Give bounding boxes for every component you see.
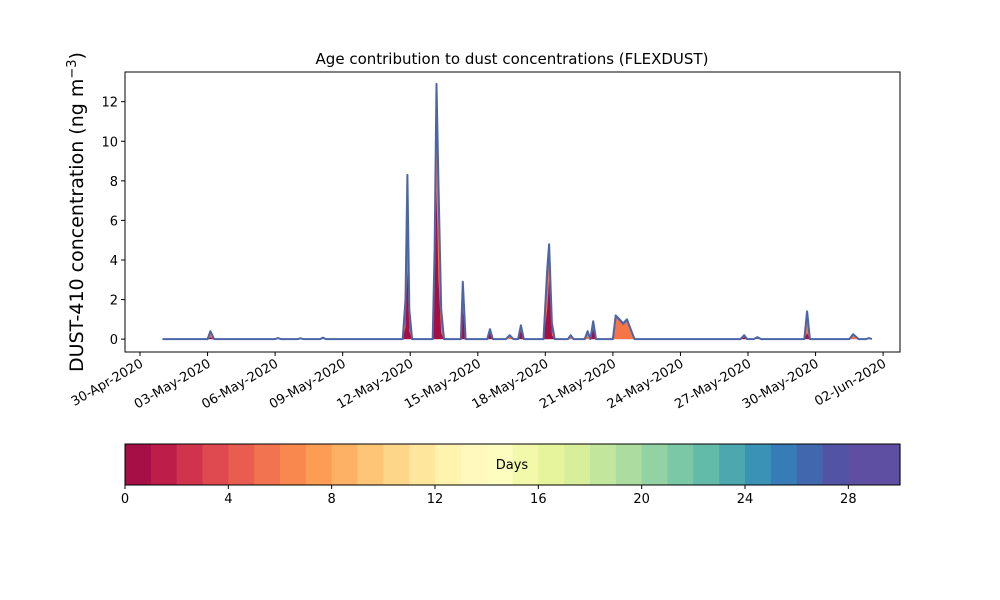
colorbar-label: Days bbox=[496, 458, 529, 473]
colorbar-segment-23 bbox=[719, 444, 746, 485]
colorbar-segment-24 bbox=[745, 444, 772, 485]
y-tick-label-1: 2 bbox=[110, 294, 118, 309]
colorbar-tick-label-0: 0 bbox=[121, 492, 129, 507]
colorbar-segment-9 bbox=[357, 444, 384, 485]
y-tick-label-3: 6 bbox=[110, 214, 118, 229]
colorbar-segment-1 bbox=[150, 444, 178, 485]
colorbar-frame bbox=[124, 443, 901, 486]
area-series-2 bbox=[162, 83, 872, 340]
colorbar-segment-4 bbox=[228, 444, 255, 485]
y-tick-label-2: 4 bbox=[110, 254, 118, 269]
y-axis-label: DUST-410 concentration (ng m−3) bbox=[65, 52, 89, 372]
colorbar-tick-label-4: 16 bbox=[530, 492, 547, 507]
chart-title: Age contribution to dust concentrations … bbox=[316, 50, 709, 68]
x-axis: 30-Apr-202003-May-202006-May-202009-May-… bbox=[69, 352, 889, 412]
x-tick-label-11: 02-Jun-2020 bbox=[812, 356, 889, 409]
colorbar-segment-3 bbox=[202, 444, 229, 485]
colorbar-segment-2 bbox=[176, 444, 204, 485]
y-axis: 0 2 4 6 8 10 12 bbox=[101, 96, 125, 348]
colorbar-segment-7 bbox=[305, 444, 333, 485]
colorbar-segment-19 bbox=[615, 444, 643, 485]
colorbar-segment-14 bbox=[486, 444, 514, 485]
total-line bbox=[162, 82, 873, 341]
colorbar-segment-12 bbox=[435, 444, 462, 485]
area-series-1 bbox=[162, 121, 872, 340]
colorbar-tick-label-3: 12 bbox=[427, 492, 444, 507]
colorbar-segment-26 bbox=[796, 444, 824, 485]
y-tick-label-0: 0 bbox=[110, 333, 118, 348]
colorbar-tick-label-6: 24 bbox=[737, 492, 754, 507]
colorbar-segment-29 bbox=[874, 444, 901, 485]
plot-frame bbox=[124, 71, 901, 353]
colorbar-segment-20 bbox=[641, 444, 669, 485]
colorbar-segment-25 bbox=[770, 444, 798, 485]
colorbar-segment-17 bbox=[564, 444, 591, 485]
colorbar-segment-18 bbox=[590, 444, 617, 485]
colorbar-tick-label-7: 28 bbox=[840, 492, 857, 507]
y-tick-label-6: 12 bbox=[101, 96, 118, 111]
colorbar-segment-15 bbox=[512, 444, 539, 485]
colorbar-segment-10 bbox=[383, 444, 410, 485]
colorbar-segment-27 bbox=[822, 444, 849, 485]
colorbar-segment-8 bbox=[331, 444, 359, 485]
colorbar-tick-label-2: 8 bbox=[328, 492, 336, 507]
y-tick-label-5: 10 bbox=[101, 135, 118, 150]
colorbar-segment-13 bbox=[460, 444, 488, 485]
colorbar-segment-6 bbox=[280, 444, 307, 485]
colorbar-segment-11 bbox=[409, 444, 436, 485]
colorbar-segment-28 bbox=[848, 444, 875, 485]
colorbar-segment-21 bbox=[667, 444, 694, 485]
colorbar: 0 4 8 12 16 20 24 28 bbox=[121, 444, 901, 507]
colorbar-segment-0 bbox=[125, 444, 152, 485]
colorbar-segment-5 bbox=[254, 444, 281, 485]
colorbar-segment-16 bbox=[538, 444, 565, 485]
colorbar-tick-label-5: 20 bbox=[633, 492, 650, 507]
area-series-0 bbox=[162, 190, 872, 340]
plot-area bbox=[162, 82, 873, 341]
colorbar-segment-22 bbox=[693, 444, 720, 485]
colorbar-tick-label-1: 4 bbox=[224, 492, 232, 507]
y-tick-label-4: 8 bbox=[110, 175, 118, 190]
x-tick-label-10: 30-May-2020 bbox=[740, 356, 822, 412]
